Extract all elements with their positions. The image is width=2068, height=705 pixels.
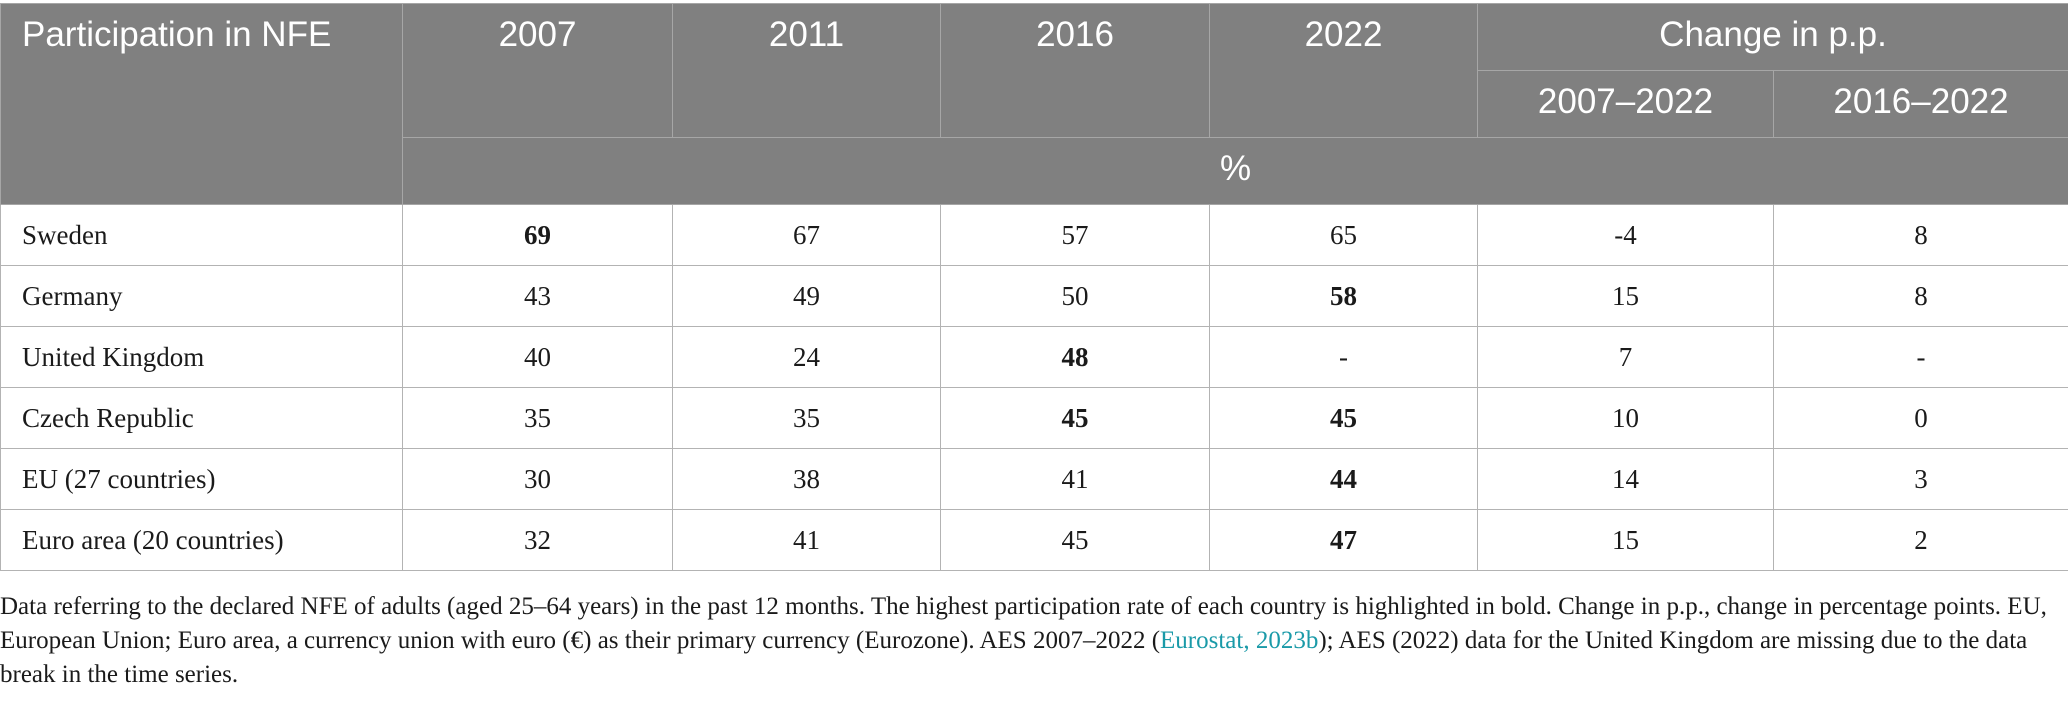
value-cell: 8 bbox=[1772, 204, 2068, 266]
value-cell: 57 bbox=[940, 204, 1210, 266]
header-year-text: 2011 bbox=[768, 15, 845, 54]
value-cell: 35 bbox=[672, 387, 941, 449]
table-row: Sweden 69 67 57 65 -4 8 bbox=[0, 204, 2068, 266]
value-cell: 2 bbox=[1772, 509, 2068, 571]
table-row: Czech Republic 35 35 45 45 10 0 bbox=[0, 387, 2068, 449]
footnote-text-end: ); AES (2022) data for the United Kingdo… bbox=[0, 627, 2028, 688]
header-change-2016-2022: 2016–2022 bbox=[1772, 70, 2068, 138]
country-cell: Sweden bbox=[0, 204, 403, 266]
footnote-citation-link[interactable]: Eurostat, 2023b bbox=[1160, 627, 1319, 654]
value-cell: 41 bbox=[672, 509, 941, 571]
header-change-2007-2022: 2007–2022 bbox=[1477, 70, 1774, 138]
value-cell: 32 bbox=[402, 509, 673, 571]
header-year-2016: 2016 bbox=[940, 3, 1210, 138]
value-cell: 65 bbox=[1209, 204, 1478, 266]
header-change-period-text: 2007–2022 bbox=[1537, 82, 1714, 121]
country-cell: Czech Republic bbox=[0, 387, 403, 449]
value-cell: 10 bbox=[1477, 387, 1774, 449]
header-unit-text: % bbox=[1219, 149, 1252, 188]
header-change-text: Change in p.p. bbox=[1659, 15, 1887, 54]
header-year-text: 2022 bbox=[1304, 15, 1383, 54]
value-cell: 45 bbox=[940, 387, 1210, 449]
country-cell: EU (27 countries) bbox=[0, 448, 403, 510]
header-year-2022: 2022 bbox=[1209, 3, 1478, 138]
value-cell: 43 bbox=[402, 265, 673, 327]
table-body: Sweden 69 67 57 65 -4 8 Germany 43 49 50 58 15 8 Unite… bbox=[0, 204, 2068, 571]
value-cell: 50 bbox=[940, 265, 1210, 327]
header-year-2011: 2011 bbox=[672, 3, 941, 138]
table-row: Germany 43 49 50 58 15 8 bbox=[0, 265, 2068, 327]
value-cell: 45 bbox=[940, 509, 1210, 571]
nfe-participation-table: Participation in NFE 2007 2011 2016 2022… bbox=[0, 3, 2068, 571]
footnote-text-start: Data referring to the declared NFE of ad… bbox=[0, 593, 2047, 654]
value-cell: 58 bbox=[1209, 265, 1478, 327]
value-cell: 67 bbox=[672, 204, 941, 266]
header-row-label-text: Participation in NFE bbox=[22, 15, 332, 54]
value-cell: - bbox=[1772, 326, 2068, 388]
header-year-2007: 2007 bbox=[402, 3, 673, 138]
value-cell: 24 bbox=[672, 326, 941, 388]
value-cell: 41 bbox=[940, 448, 1210, 510]
value-cell: 40 bbox=[402, 326, 673, 388]
value-cell: 7 bbox=[1477, 326, 1774, 388]
value-cell: 44 bbox=[1209, 448, 1478, 510]
value-cell: 0 bbox=[1772, 387, 2068, 449]
table-row: Euro area (20 countries) 32 41 45 47 15 2 bbox=[0, 509, 2068, 571]
value-cell: 30 bbox=[402, 448, 673, 510]
header-change-group: Change in p.p. bbox=[1476, 3, 2068, 71]
table-footnote: Data referring to the declared NFE of ad… bbox=[0, 590, 2068, 692]
value-cell: 45 bbox=[1209, 387, 1478, 449]
value-cell: 14 bbox=[1477, 448, 1774, 510]
header-year-text: 2016 bbox=[1036, 15, 1114, 54]
country-cell: Euro area (20 countries) bbox=[0, 509, 403, 571]
value-cell: 8 bbox=[1772, 265, 2068, 327]
header-year-text: 2007 bbox=[498, 15, 577, 54]
value-cell: 35 bbox=[402, 387, 673, 449]
value-cell: 47 bbox=[1209, 509, 1478, 571]
header-row-label: Participation in NFE bbox=[0, 3, 403, 205]
value-cell: 3 bbox=[1772, 448, 2068, 510]
table-row: EU (27 countries) 30 38 41 44 14 3 bbox=[0, 448, 2068, 510]
value-cell: -4 bbox=[1477, 204, 1774, 266]
table-header: Participation in NFE 2007 2011 2016 2022… bbox=[0, 3, 2068, 205]
header-change-period-text: 2016–2022 bbox=[1833, 82, 2009, 121]
country-cell: Germany bbox=[0, 265, 403, 327]
value-cell: 15 bbox=[1477, 509, 1774, 571]
value-cell: 48 bbox=[940, 326, 1210, 388]
value-cell: 15 bbox=[1477, 265, 1774, 327]
value-cell: - bbox=[1209, 326, 1478, 388]
country-cell: United Kingdom bbox=[0, 326, 403, 388]
header-unit: % bbox=[401, 137, 2068, 205]
table-row: United Kingdom 40 24 48-7- bbox=[0, 326, 2068, 388]
value-cell: 69 bbox=[402, 204, 673, 266]
value-cell: 38 bbox=[672, 448, 941, 510]
value-cell: 49 bbox=[672, 265, 941, 327]
